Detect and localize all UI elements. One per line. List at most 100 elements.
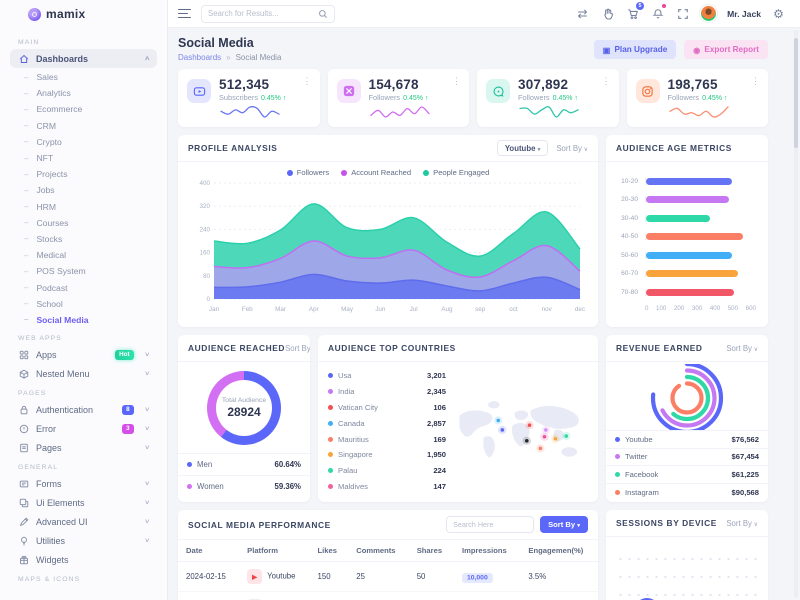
kebab-menu-icon[interactable]: ⋮ [452,76,461,86]
revenue-platform: Twitter [625,452,648,462]
age-bar-row: 70-80 [614,283,756,302]
stat-card-messenger[interactable]: 307,892 Followers 0.45% ↑ ⋮ [477,69,619,127]
kebab-menu-icon[interactable]: ⋮ [302,76,312,86]
sidebar-item-projects[interactable]: Projects [10,166,157,182]
table-header[interactable]: Likes [309,540,349,562]
donut-center-label: Total Audience [221,397,267,404]
export-report-button[interactable]: ◉ Export Report [684,40,768,59]
age-bar[interactable] [646,214,711,222]
cell-comments: 25 [348,561,409,592]
sidebar-item-authentication[interactable]: Authentication 8 ∨ [10,400,157,419]
stat-card-instagram[interactable]: 198,765 Followers 0.45% ↑ ⋮ [626,69,768,127]
sidebar-item-podcast[interactable]: Podcast [10,279,157,295]
age-bar[interactable] [646,270,738,278]
sidebar-item-apps[interactable]: Apps Hot ∨ [10,345,157,364]
cart-icon[interactable]: 5 [625,2,645,21]
brand-logo[interactable]: mamix [0,0,167,28]
sidebar-item-medical[interactable]: Medical [10,247,157,263]
age-label: 30-40 [621,214,638,222]
table-header[interactable]: Comments [348,540,409,562]
youtube-icon: ▶ [247,569,263,584]
age-bar[interactable] [646,233,744,241]
legend-item[interactable]: People Engaged [423,168,489,177]
legend-item[interactable]: Followers [286,168,329,177]
sidebar-item-crm[interactable]: CRM [10,118,157,134]
age-bar[interactable] [646,251,733,259]
table-row[interactable]: 2024-02-14 XTwitter 200 30 70 15,000 4.2… [178,591,598,600]
sidebar-item-pages[interactable]: Pages ∨ [10,438,157,457]
table-search-input[interactable] [446,516,535,533]
table-header[interactable]: Engagemen(%) [520,540,598,562]
sidebar-item-nft[interactable]: NFT [10,150,157,166]
table-header[interactable]: Date [178,540,240,562]
search-icon[interactable] [318,9,328,19]
country-name: Singapore [338,450,373,460]
translate-icon[interactable]: ⇄ [577,6,588,21]
sidebar-item-advanced-ui[interactable]: Advanced UI ∨ [10,512,157,531]
sparkline-chart [519,106,579,118]
audience-percent: 59.36% [274,482,301,491]
sidebar-item-sales[interactable]: Sales [10,69,157,85]
age-bar[interactable] [646,196,730,204]
age-bar[interactable] [646,177,733,185]
table-sort-button[interactable]: Sort By ▾ [540,516,588,533]
box-icon [18,368,29,379]
table-header[interactable]: Shares [408,540,454,562]
sidebar-item-nested-menu[interactable]: Nested Menu ∨ [10,364,157,383]
sidebar-item-ecommerce[interactable]: Ecommerce [10,101,157,117]
scrollbar-thumb[interactable] [794,38,798,148]
fullscreen-icon[interactable] [675,6,690,21]
table-header[interactable]: Platform [239,540,310,562]
gear-icon[interactable]: ⚙ [773,6,784,21]
plan-upgrade-button[interactable]: ▣ Plan Upgrade [593,40,677,59]
avatar[interactable] [700,5,718,22]
sidebar-item-pos-system[interactable]: POS System [10,263,157,279]
sort-by-dropdown[interactable]: Sort By [285,344,310,353]
revenue-value: $61,225 [731,469,759,479]
chevron-down-icon: ▾ [537,146,541,153]
sort-by-dropdown[interactable]: Sort By [726,519,758,528]
search-input[interactable] [208,9,314,18]
sort-by-dropdown[interactable]: Sort By [726,344,758,353]
sidebar-item-error[interactable]: Error 3 ∨ [10,419,157,438]
breadcrumb-dashboards[interactable]: Dashboards [178,53,222,62]
stat-card-youtube[interactable]: 512,345 Subscribers 0.45% ↑ ⋮ [178,69,320,127]
sidebar-item-widgets[interactable]: Widgets [10,550,157,569]
platform-filter-dropdown[interactable]: Youtube ▾ [496,140,549,156]
scrollbar[interactable] [794,30,798,598]
sidebar-item-stocks[interactable]: Stocks [10,231,157,247]
sparkline-chart [369,106,430,118]
age-bar[interactable] [646,288,734,296]
sidebar-item-jobs[interactable]: Jobs [10,182,157,198]
chevron-down-icon: ∨ [143,352,150,358]
hand-icon[interactable] [600,6,615,21]
menu-toggle-icon[interactable] [178,8,191,19]
sidebar-item-hrm[interactable]: HRM [10,199,157,215]
stat-card-twitter[interactable]: 154,678 Followers 0.45% ↑ ⋮ [327,69,469,127]
revenue-row: Facebook $61,225 [606,465,768,483]
sidebar-item-school[interactable]: School [10,296,157,312]
kebab-menu-icon[interactable]: ⋮ [601,76,611,86]
sidebar-item-ui-elements[interactable]: Ui Elements ∨ [10,493,157,512]
sidebar-item-courses[interactable]: Courses [10,215,157,231]
kebab-menu-icon[interactable]: ⋮ [751,76,760,86]
country-row: Mauritius 169 [328,431,446,447]
sidebar-item-social-media[interactable]: Social Media [10,312,157,328]
user-name[interactable]: Mr. Jack [727,8,761,19]
sidebar-item-crypto[interactable]: Crypto [10,134,157,150]
section-label-maps-icons: Maps & Icons [18,576,81,583]
cell-shares: 70 [408,591,454,600]
svg-text:sep: sep [475,306,486,313]
table-header[interactable]: Impressions [453,540,521,562]
revenue-earned-panel: Revenue Earned Sort By Youtube $76,562 Twi… [606,335,768,502]
legend-item[interactable]: Account Reached [341,168,411,177]
table-row[interactable]: 2024-02-15 ▶ Youtube 150 25 50 10,000 3.5… [178,561,598,592]
sidebar-item-analytics[interactable]: Analytics [10,85,157,101]
session-bubble[interactable] [634,597,661,600]
sort-by-dropdown[interactable]: Sort By [556,144,588,153]
sidebar-item-forms[interactable]: Forms ∨ [10,474,157,493]
sidebar-item-utilities[interactable]: Utilities ∨ [10,531,157,550]
svg-text:Jul: Jul [410,306,418,313]
bell-icon[interactable] [650,4,667,21]
sidebar-item-dashboards[interactable]: Dashboards ∧ [10,49,157,68]
